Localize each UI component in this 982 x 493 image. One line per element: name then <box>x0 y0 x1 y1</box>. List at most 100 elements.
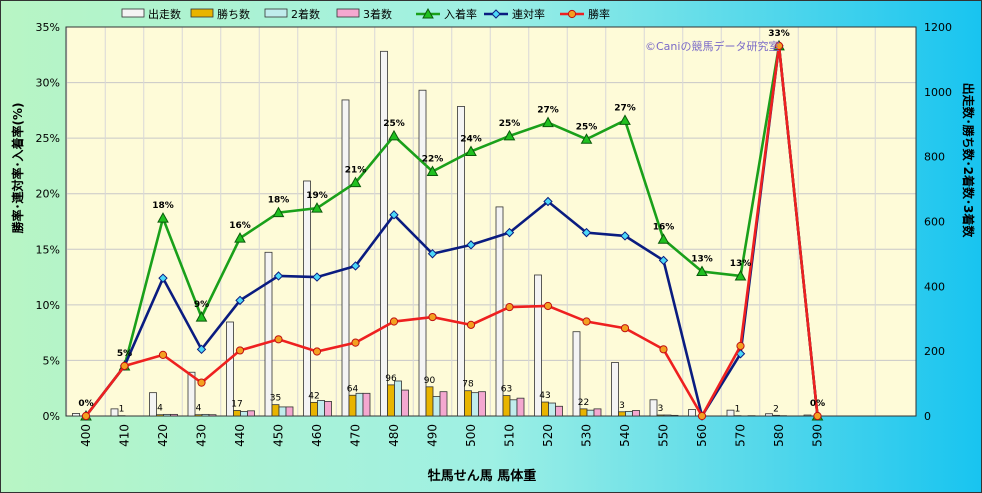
x-tick-label: 560 <box>695 424 709 447</box>
marker-2-0 <box>81 411 91 421</box>
marker-2-17 <box>736 341 745 351</box>
legend: 出走数 勝ち数 2着数 3着数 入着率 連対率 勝率 <box>121 7 610 21</box>
marker-1-6 <box>312 272 322 282</box>
bar-0-1 <box>110 408 119 417</box>
bar-3-9 <box>439 391 448 417</box>
x-tick-label: 420 <box>156 424 170 447</box>
line-label-15: 16% <box>653 222 675 232</box>
x-tick-label: 500 <box>464 424 478 447</box>
line-label-12: 27% <box>537 106 559 116</box>
bar-1-18 <box>772 414 780 417</box>
x-tick-label: 470 <box>349 424 363 447</box>
bar-0-6 <box>303 180 311 417</box>
x-tick-label: 460 <box>310 424 324 447</box>
bar-1-3 <box>194 414 203 417</box>
bar-3-13 <box>593 408 602 417</box>
plot-border <box>65 26 917 417</box>
right-tick-label: 200 <box>924 345 945 358</box>
x-tick-label: 480 <box>387 424 401 447</box>
line-label-1: 5% <box>117 349 132 359</box>
bar-3-11 <box>516 397 525 417</box>
marker-2-15 <box>659 345 668 354</box>
legend-swatch-2 <box>264 8 288 18</box>
bar-label-5: 35 <box>270 394 281 404</box>
legend-label-5: 連対率 <box>512 7 545 21</box>
x-tick-label: 440 <box>233 424 247 447</box>
bar-0-12 <box>534 274 542 417</box>
marker-1-14 <box>620 231 630 241</box>
x-tick-label: 520 <box>541 424 555 447</box>
bar-label-17: 1 <box>735 405 741 415</box>
marker-1-8 <box>389 210 399 220</box>
line-label-2: 18% <box>152 201 174 211</box>
line-data-labels: 0% 5% 18% 9% 16% 18% 19% 21% 25% 22% 24% 25% 27% 25% 2… <box>78 29 825 409</box>
line-label-8: 25% <box>383 119 405 129</box>
left-tick-label: 20% <box>36 188 60 201</box>
line-label-11: 25% <box>499 119 521 129</box>
legend-swatch-0 <box>121 8 145 18</box>
marker-2-2 <box>158 350 168 359</box>
marker-1-3 <box>196 344 207 355</box>
marker-0-15 <box>657 233 670 244</box>
marker-2-5 <box>274 335 283 344</box>
legend-label-6: 勝率 <box>588 7 610 21</box>
marker-2-8 <box>389 317 399 326</box>
bar-2-8 <box>394 380 402 417</box>
marker-0-7 <box>349 176 362 188</box>
marker-2-11 <box>505 302 514 312</box>
plot-background <box>66 27 916 416</box>
bar-1-4 <box>233 410 241 417</box>
bar-data-labels: 1 4 4 17 35 42 64 96 90 78 63 43 22 3 3 1 2 <box>119 374 779 415</box>
left-tick-label: 25% <box>36 132 60 145</box>
marker-1-15 <box>658 255 669 266</box>
x-tick-label: 530 <box>580 424 594 447</box>
x-tick-label: 570 <box>734 424 748 447</box>
bar-1-15 <box>656 414 665 417</box>
marker-0-9 <box>426 165 439 176</box>
legend-marker-6 <box>567 9 577 19</box>
marker-1-7 <box>350 261 361 271</box>
bar-3-8 <box>401 389 409 417</box>
bar-2-9 <box>432 396 441 417</box>
bar-label-3: 4 <box>196 404 202 414</box>
line-series-2 <box>84 45 819 419</box>
x-tick-label: 450 <box>272 424 286 447</box>
line-label-10: 24% <box>460 134 482 144</box>
bar-2-14 <box>625 411 633 417</box>
x-tick-label: 490 <box>426 424 440 447</box>
bar-2-12 <box>548 402 556 417</box>
right-tick-label: 0 <box>924 410 931 423</box>
marker-2-7 <box>351 338 360 347</box>
bar-label-6: 42 <box>308 391 319 401</box>
left-tick-label: 30% <box>36 77 60 90</box>
legend-label-4: 入着率 <box>444 7 477 21</box>
right-tick-label: 400 <box>924 280 945 293</box>
right-tick-label: 1000 <box>924 86 952 99</box>
left-axis-label: 勝率･連対率･入着率(%) <box>10 103 25 234</box>
left-axis-ticks: 0% 5% 10% 15% 20% 25% 30% 35% <box>36 21 60 423</box>
bar-3-6 <box>324 401 332 417</box>
bar-3-15 <box>670 414 679 417</box>
bar-0-4 <box>226 321 234 417</box>
legend-label-1: 勝ち数 <box>217 7 250 21</box>
marker-2-6 <box>312 347 322 356</box>
bar-0-10 <box>457 106 465 417</box>
bar-1-5 <box>271 404 280 417</box>
left-tick-label: 15% <box>36 243 60 256</box>
x-tick-label: 510 <box>503 424 517 447</box>
bar-2-5 <box>278 406 287 417</box>
right-axis-ticks: 0 200 400 600 800 1000 1200 <box>924 21 952 423</box>
marker-0-6 <box>311 202 323 213</box>
bar-3-14 <box>632 410 640 417</box>
marker-0-4 <box>234 232 246 243</box>
bar-1-10 <box>464 390 472 417</box>
bar-label-15: 3 <box>658 404 664 414</box>
line-label-5: 18% <box>268 196 290 206</box>
legend-swatch-3 <box>336 8 360 18</box>
marker-0-8 <box>388 129 400 141</box>
line-label-13: 25% <box>576 122 598 132</box>
bar-2-6 <box>317 400 325 417</box>
left-tick-label: 10% <box>36 299 60 312</box>
legend-label-3: 3着数 <box>363 7 392 21</box>
